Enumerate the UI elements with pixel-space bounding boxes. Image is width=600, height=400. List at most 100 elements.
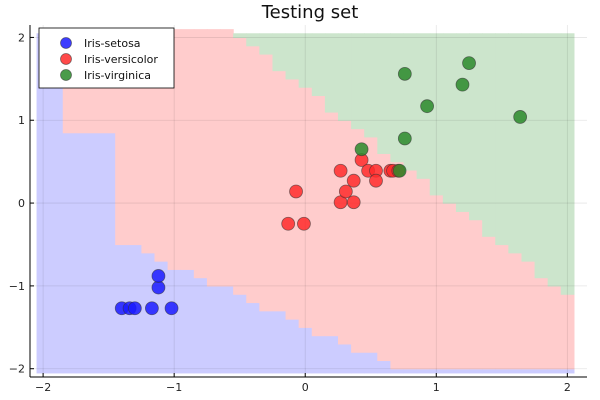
region-cell xyxy=(272,70,287,312)
data-point xyxy=(513,110,528,124)
y-tick-label: 1 xyxy=(18,114,25,127)
region-cell xyxy=(547,33,562,287)
region-cell xyxy=(337,120,352,345)
region-cell xyxy=(351,352,365,374)
region-cell xyxy=(508,368,523,374)
region-cell xyxy=(285,78,300,320)
y-tick-label: 0 xyxy=(18,197,25,210)
region-cell xyxy=(246,45,260,304)
region-cell xyxy=(167,269,182,374)
region-cell xyxy=(324,335,339,374)
region-cell xyxy=(390,161,405,370)
region-cell xyxy=(246,302,260,374)
region-cell xyxy=(351,33,365,130)
region-cell xyxy=(272,310,287,374)
region-cell xyxy=(285,319,300,374)
region-cell xyxy=(337,343,352,374)
x-tick-label: 2 xyxy=(564,381,571,394)
data-point xyxy=(397,131,412,146)
chart-title: Testing set xyxy=(261,2,359,23)
region-cell xyxy=(36,33,51,374)
region-cell xyxy=(259,53,274,312)
region-cell xyxy=(547,285,562,370)
region-cell xyxy=(324,33,339,113)
region-cell xyxy=(390,33,405,163)
data-point xyxy=(289,184,303,199)
y-tick-label: 2 xyxy=(18,31,25,44)
region-cell xyxy=(560,368,575,374)
region-cell xyxy=(167,29,182,270)
grid-lines xyxy=(30,25,587,377)
region-cell xyxy=(455,33,470,212)
region-cell xyxy=(324,111,339,337)
data-point xyxy=(127,301,142,316)
region-cell xyxy=(469,33,483,221)
legend: Iris-setosa Iris-versicolor Iris-virginica xyxy=(38,27,175,89)
region-cell xyxy=(220,285,234,374)
region-cell xyxy=(534,33,549,279)
data-point xyxy=(462,56,476,70)
region-cell xyxy=(259,33,274,55)
region-cell xyxy=(337,33,352,121)
region-cell xyxy=(495,33,509,246)
legend-label: Iris-setosa xyxy=(84,37,141,50)
x-tick-label: 0 xyxy=(302,381,309,394)
data-point xyxy=(369,173,383,188)
region-cell xyxy=(377,33,392,154)
region-cell xyxy=(403,368,418,374)
axes: −2 −1 0 1 2 −2 −1 0 1 2 xyxy=(9,25,587,394)
region-cell xyxy=(285,33,300,80)
region-cell xyxy=(482,33,496,237)
region-cell xyxy=(495,244,509,370)
data-point xyxy=(333,163,348,178)
region-cell xyxy=(482,368,496,374)
region-cell xyxy=(311,335,326,374)
region-cell xyxy=(495,368,509,374)
region-cell xyxy=(429,194,444,370)
region-cell xyxy=(403,169,418,370)
data-point xyxy=(338,184,353,199)
region-cell xyxy=(390,368,405,374)
data-point xyxy=(392,163,407,178)
region-cell xyxy=(534,368,549,374)
region-cell xyxy=(246,33,260,47)
legend-marker xyxy=(60,37,72,49)
region-cell xyxy=(521,33,536,262)
region-cell xyxy=(416,178,431,370)
legend-label: Iris-versicolor xyxy=(84,53,158,66)
region-cell xyxy=(482,236,496,370)
region-cell xyxy=(442,368,457,374)
region-cell xyxy=(206,285,221,374)
region-cell xyxy=(62,132,77,374)
region-cell xyxy=(233,33,247,39)
data-point xyxy=(346,173,361,188)
region-cell xyxy=(469,219,483,370)
legend-label: Iris-virginica xyxy=(84,69,151,82)
region-cell xyxy=(534,277,549,370)
region-cell xyxy=(180,269,195,374)
data-points xyxy=(114,56,528,316)
region-cell xyxy=(233,37,247,295)
region-cell xyxy=(403,33,418,171)
x-tick-label: −1 xyxy=(166,381,182,394)
y-tick-label: −1 xyxy=(9,280,25,293)
region-cell xyxy=(364,352,378,374)
region-cell xyxy=(429,368,444,374)
region-cell xyxy=(193,29,208,279)
region-cell xyxy=(206,29,221,287)
region-cell xyxy=(298,87,313,328)
y-tick-label: −2 xyxy=(9,363,25,376)
data-point xyxy=(420,99,435,114)
data-point xyxy=(144,301,159,316)
data-point xyxy=(354,142,369,157)
data-point xyxy=(281,216,296,231)
region-cell xyxy=(508,252,523,370)
region-cell xyxy=(220,29,234,287)
region-cell xyxy=(521,261,536,370)
region-cell xyxy=(377,153,392,362)
data-point xyxy=(151,280,166,295)
region-cell xyxy=(259,310,274,374)
region-cell xyxy=(508,33,523,254)
region-cell xyxy=(102,132,116,374)
region-cell xyxy=(364,136,378,353)
